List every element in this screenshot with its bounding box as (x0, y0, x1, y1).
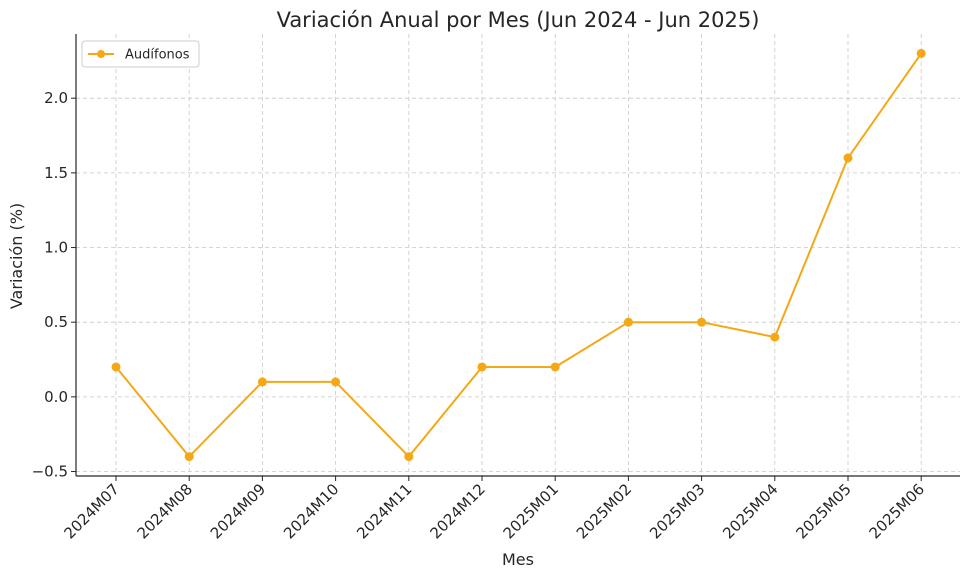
x-tick-label: 2024M12 (426, 480, 488, 542)
data-point (770, 332, 780, 342)
x-tick-label: 2024M08 (134, 480, 196, 542)
y-tick-label: 1.5 (44, 164, 68, 182)
series-line (115, 52, 923, 458)
x-axis-label: Mes (502, 550, 534, 569)
data-point (184, 452, 194, 462)
data-point (916, 48, 926, 58)
x-tick-label: 2025M02 (573, 480, 635, 542)
legend-marker-swatch (97, 50, 105, 58)
series (111, 48, 926, 462)
y-tick-label: −0.5 (32, 463, 68, 481)
y-tick-label: 2.0 (44, 89, 68, 107)
y-tick-label: 0.5 (44, 313, 68, 331)
grid (76, 34, 960, 476)
y-axis: −0.5 0.0 0.5 1.0 1.5 2.0 (32, 89, 76, 481)
axes (75, 34, 960, 477)
data-point (257, 377, 267, 387)
legend-box (81, 40, 200, 68)
data-point (477, 362, 487, 372)
x-tick-label: 2025M03 (646, 480, 708, 542)
x-tick-label: 2025M05 (792, 480, 854, 542)
y-axis-label: Variación (%) (7, 203, 26, 309)
x-tick-label: 2024M07 (60, 480, 122, 542)
y-tick-label: 0.0 (44, 388, 68, 406)
x-axis: 2024M07 2024M08 2024M09 2024M10 2024M11 2024M… (60, 476, 928, 542)
x-tick-label: 2024M10 (280, 480, 342, 542)
x-tick-label: 2025M06 (866, 480, 928, 542)
data-point (331, 377, 341, 387)
x-tick-label: 2025M01 (500, 480, 562, 542)
y-tick-label: 1.0 (44, 239, 68, 257)
data-point (111, 362, 121, 372)
legend-label: Audífonos (125, 48, 190, 63)
x-tick-label: 2024M09 (207, 480, 269, 542)
data-point (550, 362, 560, 372)
legend: Audífonos (81, 40, 200, 68)
data-point (697, 317, 707, 327)
x-tick-label: 2024M11 (353, 480, 415, 542)
chart-title: Variación Anual por Mes (Jun 2024 - Jun … (277, 8, 760, 32)
data-point (623, 317, 633, 327)
x-tick-label: 2025M04 (719, 480, 781, 542)
data-point (404, 452, 414, 462)
data-point (843, 153, 853, 163)
